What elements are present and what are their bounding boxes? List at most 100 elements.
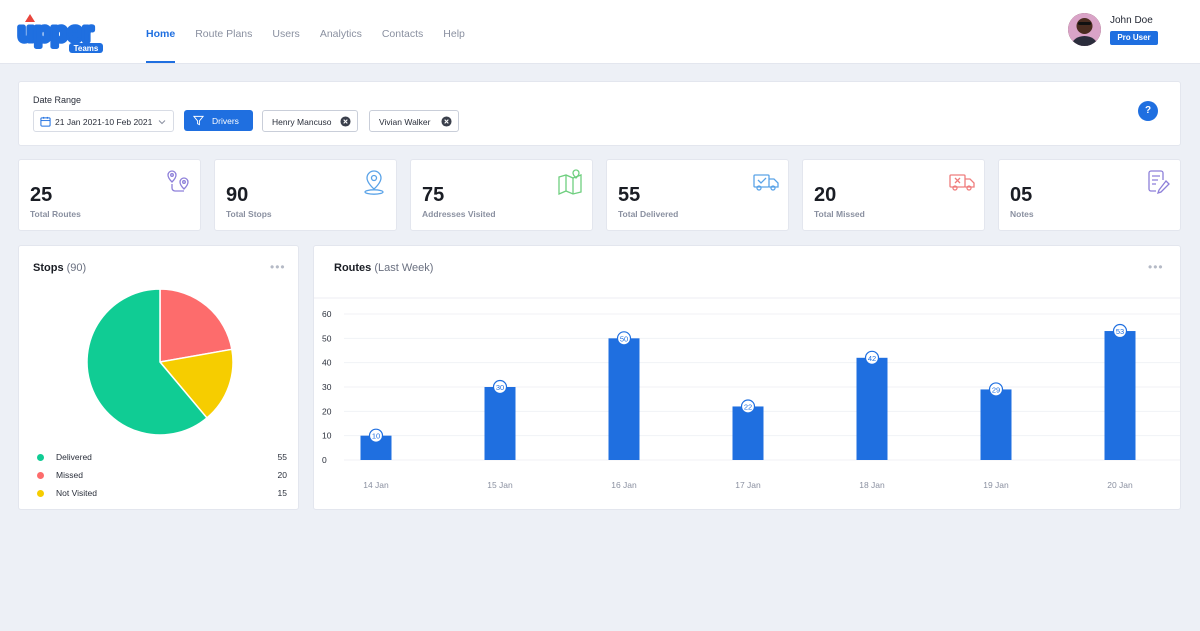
nav-home[interactable]: Home (146, 0, 176, 64)
routes-title: Routes (Last Week) (334, 262, 433, 274)
stat-card-total-stops: 90 Total Stops (214, 159, 397, 231)
pro-user-badge: Pro User (1110, 31, 1158, 45)
stat-label: Notes (1010, 209, 1034, 219)
bar[interactable] (732, 406, 764, 460)
stops-title: Stops (90) (33, 262, 86, 274)
pie-slice-missed (159, 288, 233, 363)
location-pin-icon (364, 170, 384, 195)
driver-chip[interactable]: Vivian Walker (369, 110, 459, 132)
pie-slice-delivered (86, 288, 208, 436)
notes-icon (1148, 170, 1170, 195)
legend-name: Not Visited (56, 488, 97, 498)
driver-chip-label: Henry Mancuso (272, 117, 332, 127)
y-tick-label: 0 (322, 455, 327, 465)
legend-name: Delivered (56, 452, 92, 462)
x-tick-label: 20 Jan (1107, 480, 1133, 490)
stat-value: 55 (618, 184, 641, 206)
bar-value-bubble (864, 350, 880, 365)
logo-text-fill: upper (18, 17, 93, 47)
legend-value: 20 (277, 470, 287, 480)
bar[interactable] (484, 387, 516, 460)
bar-value-label: 53 (1116, 327, 1124, 336)
filter-icon (193, 115, 204, 126)
stops-card: Stops (90) ••• Delivered 55 Missed 20 No… (18, 245, 299, 510)
y-tick-label: 10 (322, 431, 332, 441)
nav-route-plans[interactable]: Route Plans (195, 28, 253, 40)
bar-value-bubble (368, 428, 384, 443)
legend-value: 15 (277, 488, 287, 498)
bar-value-label: 30 (496, 383, 504, 392)
legend-item-delivered: Delivered 55 (33, 451, 287, 465)
stat-label: Total Routes (30, 209, 81, 219)
bar-value-label: 22 (744, 402, 752, 411)
legend-dot (37, 490, 44, 497)
y-tick-label: 20 (322, 406, 332, 416)
nav-contacts[interactable]: Contacts (381, 28, 424, 40)
stat-card-addresses-visited: 75 Addresses Visited (410, 159, 593, 231)
bar[interactable] (856, 357, 888, 460)
x-tick-label: 17 Jan (735, 480, 761, 490)
routes-card: Routes (Last Week) ••• 0 10 20 30 40 50 60 10 14… (313, 245, 1181, 510)
stat-value: 90 (226, 184, 249, 206)
bar[interactable] (1104, 331, 1136, 460)
remove-chip-icon[interactable] (441, 116, 452, 127)
stat-label: Total Missed (814, 209, 865, 219)
legend-value: 55 (277, 452, 287, 462)
bar-value-bubble (988, 382, 1004, 397)
legend-name: Missed (56, 470, 83, 480)
more-options-icon[interactable]: ••• (1148, 260, 1164, 274)
x-tick-label: 16 Jan (611, 480, 637, 490)
stat-card-total-missed: 20 Total Missed (802, 159, 985, 231)
upper-teams-logo[interactable]: upper upper Teams (16, 10, 111, 54)
routes-subtitle: (Last Week) (374, 262, 434, 274)
delivery-truck-icon (753, 174, 779, 191)
bar-value-bubble (1112, 323, 1128, 339)
legend-dot (37, 454, 44, 461)
user-name: John Doe (1110, 15, 1153, 26)
stat-value: 20 (814, 184, 837, 206)
remove-chip-icon[interactable] (340, 116, 351, 127)
drivers-filter-button[interactable]: Drivers (184, 110, 253, 131)
bar-value-bubble (492, 379, 508, 395)
stat-label: Total Delivered (618, 209, 679, 219)
bar[interactable] (608, 338, 640, 460)
missed-truck-icon (949, 174, 975, 191)
date-range-picker[interactable]: 21 Jan 2021-10 Feb 2021 (33, 110, 174, 132)
nav-users[interactable]: Users (272, 28, 300, 40)
date-range-label: Date Range (33, 95, 82, 105)
routes-title-text: Routes (334, 262, 372, 274)
chevron-down-icon (158, 120, 166, 125)
stat-card-total-routes: 25 Total Routes (18, 159, 201, 231)
stat-value: 25 (30, 184, 53, 206)
y-tick-label: 50 (322, 333, 332, 343)
nav-analytics[interactable]: Analytics (319, 28, 362, 40)
stops-count: (90) (66, 262, 87, 274)
stat-value: 75 (422, 184, 445, 206)
stops-title-text: Stops (33, 262, 64, 274)
pie-slice-not-visited (158, 348, 234, 419)
x-tick-label: 18 Jan (859, 480, 885, 490)
x-tick-label: 15 Jan (487, 480, 513, 490)
legend-item-missed: Missed 20 (33, 469, 287, 483)
stat-card-total-delivered: 55 Total Delivered (606, 159, 789, 231)
logo-text: upper (18, 17, 93, 47)
y-tick-label: 30 (322, 382, 332, 392)
driver-chip[interactable]: Henry Mancuso (262, 110, 358, 132)
legend-dot (37, 472, 44, 479)
bar-value-bubble (616, 331, 632, 346)
x-tick-label: 19 Jan (983, 480, 1009, 490)
bar-value-bubble (740, 399, 756, 414)
avatar[interactable] (1068, 13, 1101, 46)
bar[interactable] (980, 389, 1012, 460)
help-button[interactable]: ? (1138, 101, 1158, 121)
stat-value: 05 (1010, 184, 1033, 206)
drivers-label: Drivers (212, 116, 239, 126)
more-options-icon[interactable]: ••• (270, 260, 286, 274)
stat-label: Total Stops (226, 209, 272, 219)
y-tick-label: 60 (322, 309, 332, 319)
nav-help[interactable]: Help (443, 28, 465, 40)
stat-card-notes: 05 Notes (998, 159, 1181, 231)
bar-value-label: 10 (372, 432, 380, 441)
y-tick-label: 40 (322, 358, 332, 368)
driver-chip-label: Vivian Walker (379, 117, 431, 127)
